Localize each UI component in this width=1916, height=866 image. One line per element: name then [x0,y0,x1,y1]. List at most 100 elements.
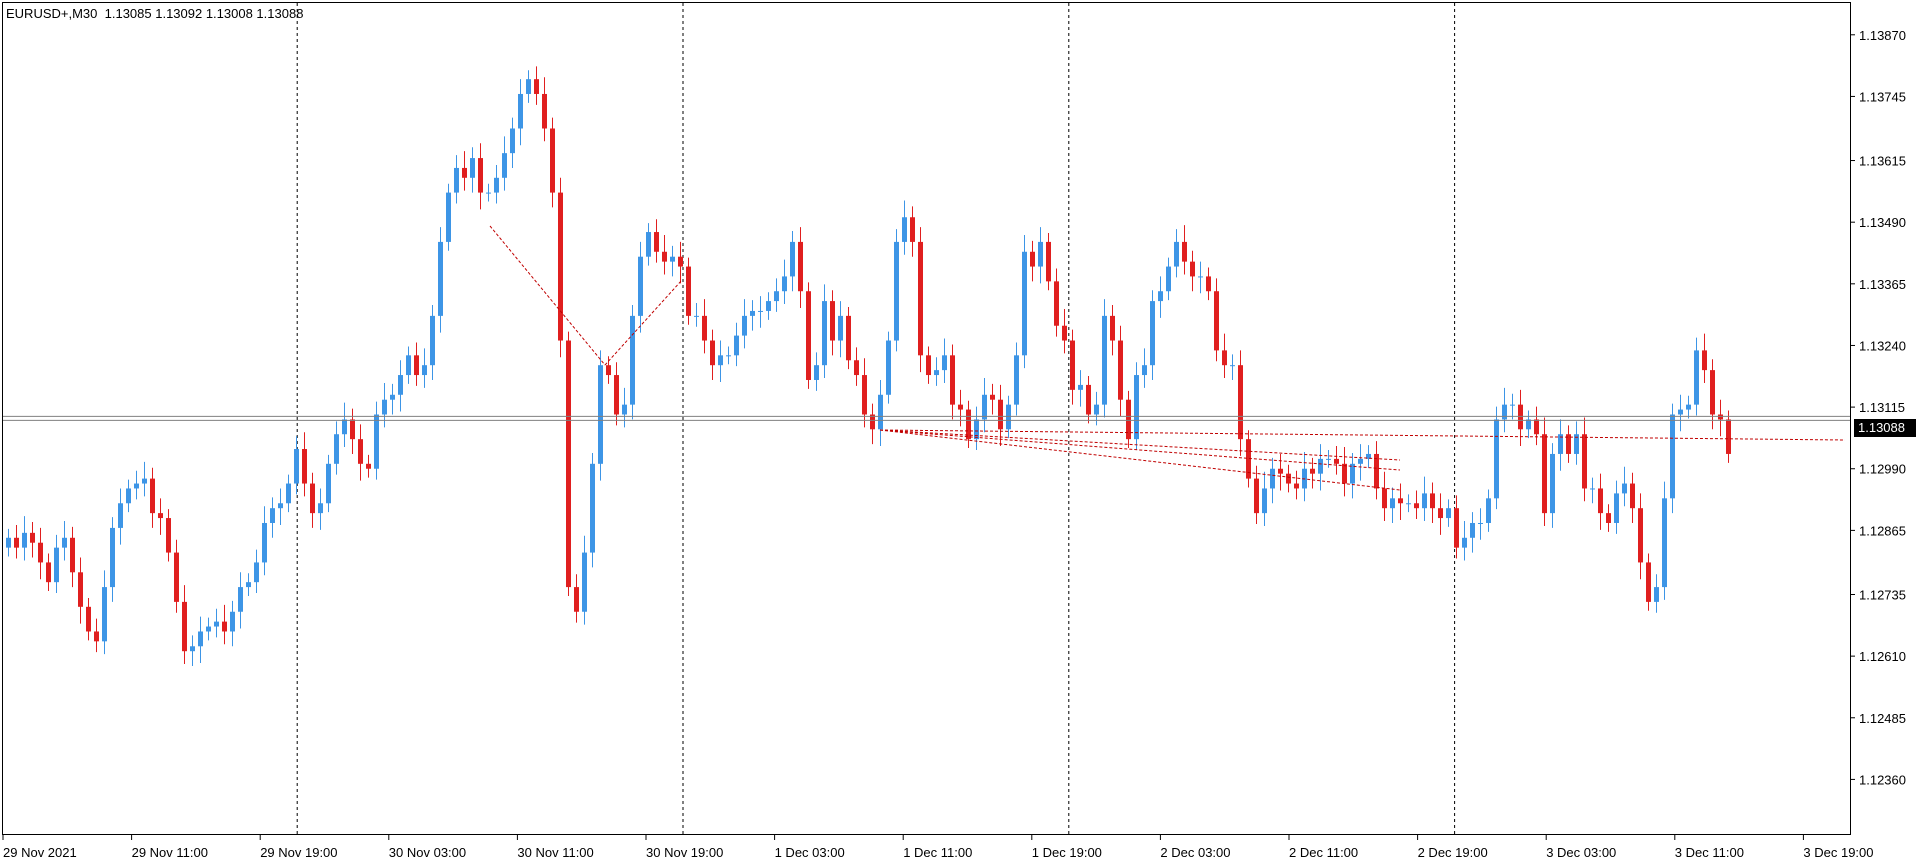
candle-body [230,611,235,632]
price-tick-label: 1.12865 [1859,523,1906,538]
candle-body [686,266,691,316]
candle-body [334,434,339,464]
candle-body [110,527,115,588]
candle-body [446,192,451,242]
trend-line[interactable] [879,429,1401,461]
trend-line[interactable] [604,279,683,366]
time-tick-label: 2 Dec 03:00 [1160,845,1230,860]
trend-line[interactable] [879,429,1401,471]
time-tick-label: 3 Dec 11:00 [1675,845,1744,860]
candle-body [950,355,955,405]
time-tick-label: 1 Dec 11:00 [903,845,972,860]
candle-body [670,256,675,262]
candle-body [142,478,147,484]
candle-body [422,365,427,376]
candle-body [1046,241,1051,282]
candle-body [518,93,523,129]
candle-body [398,375,403,395]
candle-body [1686,404,1691,410]
candle-body [430,315,435,366]
price-tick-label: 1.12360 [1859,772,1906,787]
candle-body [462,167,467,178]
candle-body [1726,419,1731,454]
candle-body [926,355,931,376]
candle-body [998,399,1003,430]
candle-body [1230,365,1235,367]
price-tick-label: 1.12735 [1859,587,1906,602]
trend-line[interactable] [879,429,1846,441]
candle-body [854,360,859,376]
candle-body [206,626,211,632]
candle-body [1414,503,1419,509]
candle-body [758,310,763,312]
chart-frame [2,2,1851,835]
candle-body [726,355,731,357]
candle-body [1358,458,1363,464]
candle-body [902,217,907,242]
time-tick-label: 3 Dec 19:00 [1803,845,1873,860]
candle-body [1638,508,1643,563]
candle-body [1526,419,1531,430]
candle-body [1718,414,1723,420]
time-tick-label: 2 Dec 19:00 [1418,845,1488,860]
candle-body [1478,522,1483,524]
candle-body [1574,434,1579,454]
candle-body [1614,493,1619,523]
candle-body [598,365,603,464]
candle-body [814,365,819,380]
candle-body [766,301,771,311]
trend-line[interactable] [879,429,1401,491]
candle-body [1662,498,1667,588]
candle-body [1262,488,1267,514]
candle-body [534,79,539,94]
candle-body [1646,562,1651,602]
candle-body [1198,276,1203,278]
candle-body [1398,498,1403,504]
time-tick-label: 29 Nov 19:00 [260,845,337,860]
candle-body [1534,419,1539,435]
price-tick-label: 1.12610 [1859,649,1906,664]
candle-body [1462,537,1467,548]
candle-body [342,419,347,435]
time-tick-label: 3 Dec 03:00 [1546,845,1616,860]
candle-body [502,153,507,178]
candle-body [302,449,307,484]
candle-body [1334,458,1339,464]
candle-body [1630,483,1635,509]
candle-body [374,414,379,469]
candle-body [1094,404,1099,415]
candle-body [1710,370,1715,415]
candle-body [350,419,355,440]
candle-body [414,355,419,376]
candle-body [734,335,739,356]
candle-body [1542,434,1547,514]
candle-body [1182,241,1187,262]
candle-body [14,537,19,548]
candle-body [1406,503,1411,505]
candle-body [510,128,515,154]
candle-body [798,241,803,292]
candle-body [566,340,571,588]
candle-body [630,315,635,405]
candle-body [1494,419,1499,499]
candle-body [1366,453,1371,459]
candle-body [558,192,563,341]
candle-body [966,409,971,440]
candle-body [774,291,779,302]
candle-body [942,355,947,371]
trend-line[interactable] [489,225,606,366]
candle-body [878,394,883,430]
price-tick-label: 1.13745 [1859,89,1906,104]
candle-body [1470,522,1475,538]
candle-body [262,522,267,563]
candle-body [1102,315,1107,405]
candle-body [254,562,259,583]
candle-body [614,375,619,415]
candle-body [118,503,123,528]
candle-body [526,79,531,94]
candle-body [1558,434,1563,454]
candle-body [934,370,939,376]
candle-body [894,241,899,341]
